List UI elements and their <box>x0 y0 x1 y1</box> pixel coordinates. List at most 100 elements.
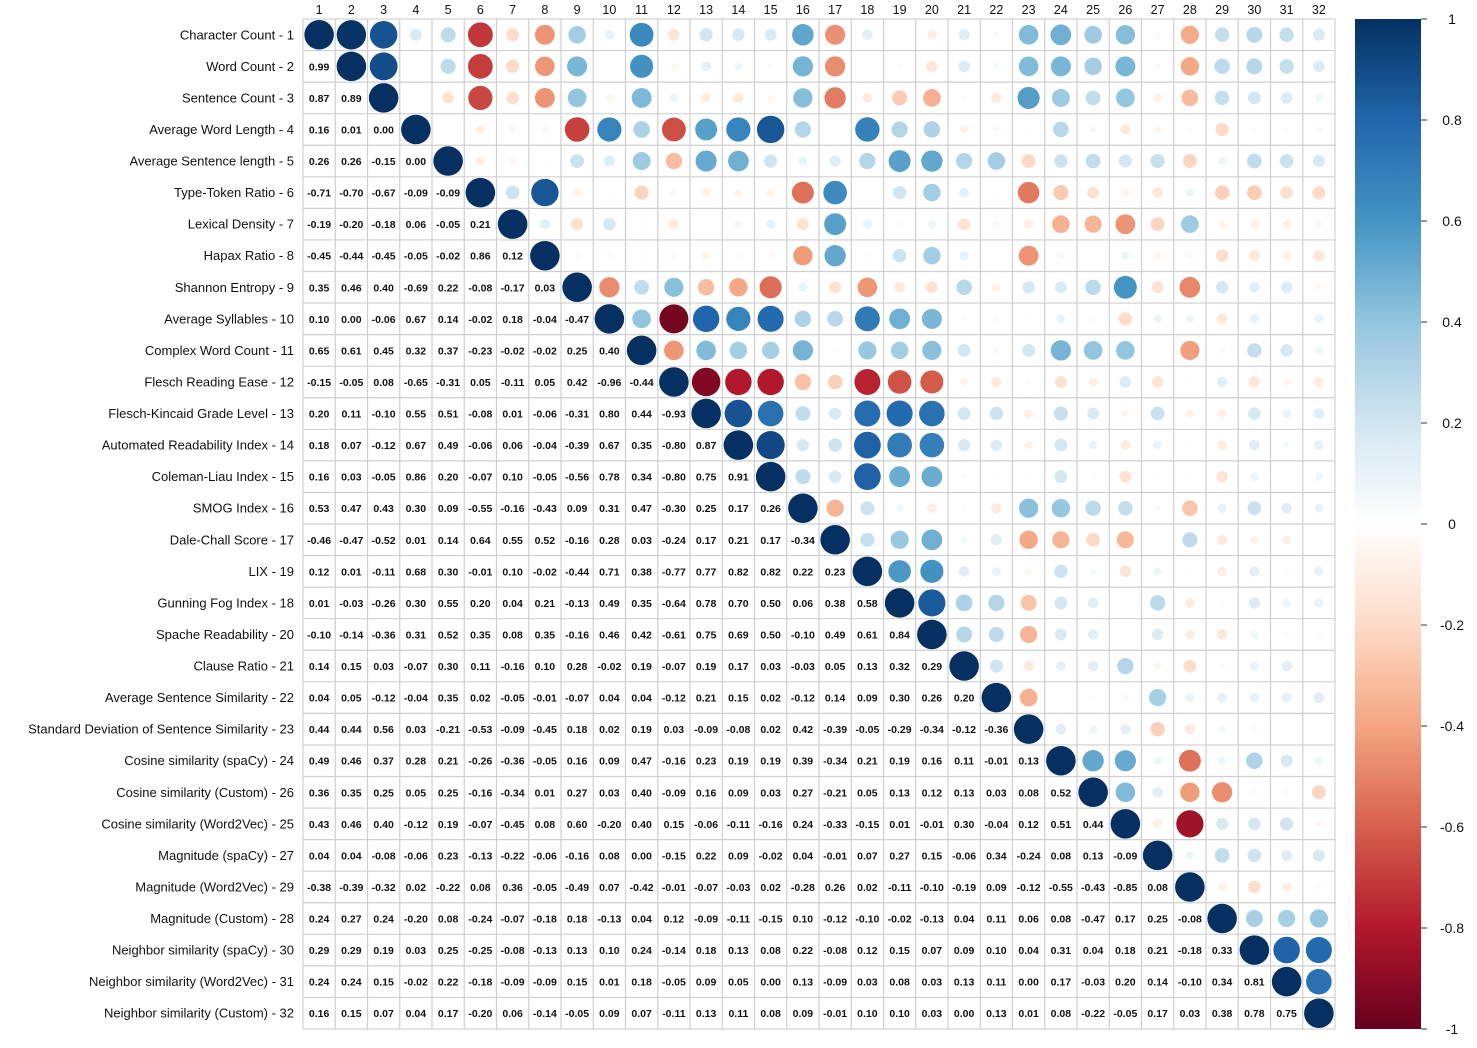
correlation-circle <box>1116 88 1135 108</box>
correlation-value: 0.21 <box>1147 945 1168 957</box>
correlation-value: 0.64 <box>470 535 491 547</box>
correlation-circle <box>1024 409 1034 418</box>
correlation-circle <box>756 430 785 460</box>
correlation-circle <box>1184 598 1195 608</box>
correlation-value: 0.21 <box>470 219 491 231</box>
correlation-value: 0.05 <box>857 787 878 799</box>
correlation-circle <box>568 26 586 44</box>
correlation-value: 0.24 <box>341 977 362 989</box>
correlation-circle <box>989 659 1003 673</box>
correlation-circle <box>888 150 911 172</box>
correlation-circle <box>768 63 774 69</box>
correlation-value: 0.84 <box>889 629 910 641</box>
correlation-circle <box>369 20 398 49</box>
correlation-circle <box>896 221 903 228</box>
correlation-value: 0.24 <box>373 914 394 926</box>
correlation-circle <box>764 154 778 168</box>
correlation-circle <box>564 117 590 142</box>
correlation-circle <box>1215 122 1229 137</box>
correlation-value: -0.12 <box>372 693 396 705</box>
correlation-value: 0.01 <box>341 566 362 578</box>
correlation-value: -0.10 <box>1178 977 1202 989</box>
correlation-value: -0.25 <box>468 945 492 957</box>
correlation-value: -0.07 <box>565 693 589 705</box>
correlation-value: -0.04 <box>984 819 1008 831</box>
correlation-value: 0.44 <box>631 409 652 421</box>
correlation-value: 0.51 <box>438 409 459 421</box>
correlation-circle <box>1122 694 1129 701</box>
correlation-value: 0.09 <box>857 693 878 705</box>
correlation-value: 0.03 <box>406 724 427 736</box>
correlation-circle <box>1217 566 1227 577</box>
correlation-circle <box>823 180 847 205</box>
correlation-circle <box>857 277 878 298</box>
correlation-value: -0.09 <box>823 977 847 989</box>
correlation-circle <box>1086 533 1100 547</box>
correlation-circle <box>1185 188 1195 197</box>
correlation-value: -0.01 <box>823 850 847 862</box>
correlation-circle <box>1056 314 1066 324</box>
correlation-value: -0.15 <box>307 377 331 389</box>
correlation-value: 0.19 <box>373 945 394 957</box>
column-label: 28 <box>1183 3 1197 17</box>
correlation-circle <box>1280 281 1293 294</box>
correlation-circle <box>1211 782 1233 803</box>
correlation-value: 0.87 <box>309 93 330 105</box>
correlation-circle <box>368 83 399 113</box>
correlation-value: 0.04 <box>502 598 523 610</box>
correlation-value: -0.09 <box>501 724 525 736</box>
correlation-circle <box>1313 377 1324 387</box>
column-label: 2 <box>348 3 355 17</box>
correlation-circle <box>1250 219 1259 229</box>
correlation-circle <box>1115 782 1136 803</box>
correlation-circle <box>1046 745 1076 776</box>
correlation-circle <box>1312 849 1325 862</box>
correlation-circle <box>1181 89 1199 107</box>
correlation-value: 0.03 <box>760 787 781 799</box>
correlation-value: -0.24 <box>468 914 492 926</box>
correlation-value: 0.10 <box>535 661 556 673</box>
correlation-value: -0.11 <box>501 377 525 389</box>
correlation-circle <box>1250 630 1259 639</box>
correlation-circle <box>989 406 1004 421</box>
correlation-circle <box>1013 714 1044 744</box>
correlation-circle <box>1026 126 1032 133</box>
correlation-value: 0.13 <box>954 977 975 989</box>
correlation-circle <box>1176 810 1204 838</box>
correlation-circle <box>1087 407 1100 420</box>
correlation-value: 0.03 <box>373 661 394 673</box>
correlation-value: 0.27 <box>889 850 910 862</box>
correlation-circle <box>1304 998 1334 1028</box>
correlation-value: 0.35 <box>438 693 459 705</box>
correlation-value: -0.19 <box>952 882 976 894</box>
correlation-circle <box>1215 281 1229 294</box>
correlation-value: 0.40 <box>599 345 620 357</box>
correlation-circle <box>1057 252 1065 260</box>
correlation-value: 0.19 <box>631 724 652 736</box>
correlation-value: -0.18 <box>468 977 492 989</box>
correlation-value: 0.23 <box>825 566 846 578</box>
correlation-value: -0.16 <box>565 850 589 862</box>
correlation-circle <box>1180 782 1200 802</box>
correlation-circle <box>1249 439 1260 451</box>
correlation-value: 0.07 <box>341 440 362 452</box>
correlation-circle <box>509 157 516 165</box>
correlation-circle <box>762 341 780 360</box>
correlation-value: 0.18 <box>502 314 523 326</box>
correlation-value: 0.67 <box>406 314 427 326</box>
correlation-value: 0.04 <box>631 693 652 705</box>
correlation-value: 0.17 <box>696 535 717 547</box>
correlation-circle <box>1184 724 1195 735</box>
correlation-value: -0.07 <box>694 882 718 894</box>
correlation-circle <box>1284 127 1289 132</box>
correlation-value: -0.06 <box>533 850 557 862</box>
correlation-value: 0.17 <box>438 1008 459 1020</box>
correlation-circle <box>1280 344 1293 357</box>
correlation-value: 0.09 <box>696 977 717 989</box>
correlation-value: 0.10 <box>857 1008 878 1020</box>
correlation-circle <box>725 368 752 396</box>
correlation-circle <box>1117 657 1134 675</box>
correlation-circle <box>531 178 559 207</box>
correlation-circle <box>539 219 550 230</box>
correlation-circle <box>993 63 1000 70</box>
